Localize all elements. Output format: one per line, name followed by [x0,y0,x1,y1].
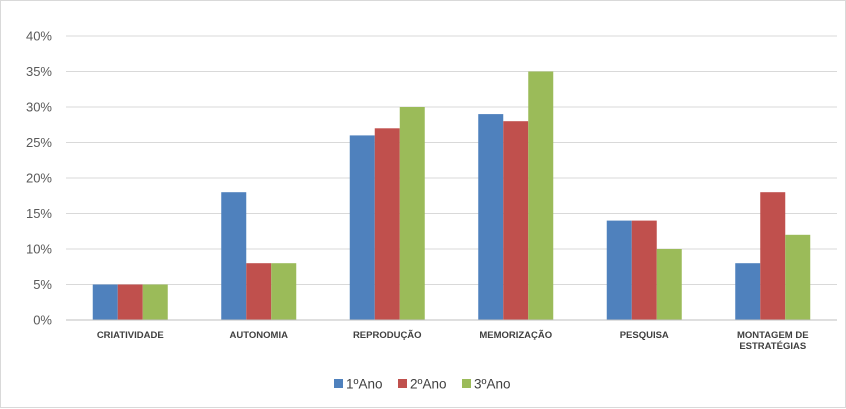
y-tick-label: 30% [26,100,52,115]
y-tick-label: 25% [26,135,52,150]
bar [374,128,400,320]
y-tick-label: 35% [26,64,52,79]
bar [656,249,682,320]
legend-label: 2ºAno [410,377,446,392]
x-tick-label: AUTONOMIA [230,330,289,341]
bar [399,107,425,320]
bar [142,284,168,320]
legend-swatch [398,379,407,388]
y-tick-label: 40% [26,29,52,44]
bar [246,263,272,320]
y-tick-label: 10% [26,242,52,257]
legend-label: 1ºAno [346,377,382,392]
bar [92,284,118,320]
x-tick-label: REPRODUÇÃO [353,330,422,341]
legend-swatch [462,379,471,388]
bar [503,121,529,320]
legend-label: 3ºAno [474,377,510,392]
bar [478,114,504,320]
y-tick-label: 20% [26,171,52,186]
bar [760,192,786,320]
y-tick-label: 5% [33,277,52,292]
y-tick-label: 15% [26,206,52,221]
x-tick-label: MONTAGEM DE ESTRATÉGIAS [737,330,809,352]
bar [221,192,247,320]
y-tick-label: 0% [33,313,52,328]
bar [785,234,811,320]
bar [631,220,657,320]
x-tick-label: MEMORIZAÇÃO [479,330,552,341]
bar [606,220,632,320]
bar [117,284,143,320]
bar [528,71,554,320]
bar [349,135,375,320]
bar [735,263,761,320]
legend-swatch [334,379,343,388]
x-tick-label: CRIATIVIDADE [97,330,164,341]
bar [271,263,297,320]
x-tick-label: PESQUISA [620,330,669,341]
